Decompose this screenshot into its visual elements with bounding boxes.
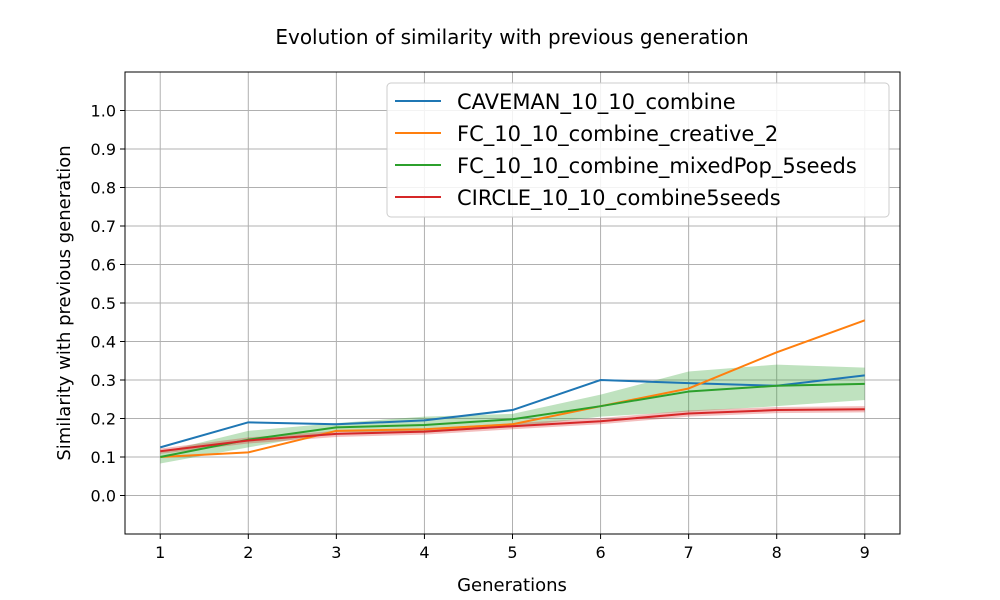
legend-label: CIRCLE_10_10_combine5seeds — [457, 186, 781, 211]
series-line — [159, 374, 865, 449]
y-tick-label: 0.3 — [91, 371, 116, 390]
legend: CAVEMAN_10_10_combine FC_10_10_combine_cr… — [386, 82, 890, 218]
x-tick-label: 9 — [860, 543, 870, 562]
y-tick-label: 0.2 — [91, 410, 116, 429]
x-tick-label: 2 — [243, 543, 253, 562]
y-tick-label: 0.9 — [91, 140, 116, 159]
y-axis: 0.0 0.1 0.2 0.3 0.4 0.5 0.6 0.7 0.8 0.9 1.0 — [91, 102, 125, 506]
x-tick-label: 3 — [331, 543, 341, 562]
x-axis: 1 2 3 4 5 6 7 8 9 — [155, 534, 870, 562]
y-tick-label: 0.8 — [91, 179, 116, 198]
y-tick-label: 0.1 — [91, 448, 116, 467]
series-line — [160, 408, 865, 453]
y-tick-label: 0.4 — [91, 333, 116, 352]
legend-label: CAVEMAN_10_10_combine — [457, 90, 736, 115]
x-tick-label: 5 — [507, 543, 517, 562]
y-tick-label: 0.0 — [91, 487, 116, 506]
chart-title: Evolution of similarity with previous ge… — [275, 25, 748, 49]
series-lines — [159, 319, 866, 458]
x-tick-label: 6 — [595, 543, 605, 562]
y-tick-label: 0.7 — [91, 217, 116, 236]
x-tick-label: 1 — [155, 543, 165, 562]
x-tick-label: 4 — [419, 543, 429, 562]
y-axis-label: Similarity with previous generation — [54, 145, 75, 460]
series-band — [160, 406, 865, 454]
legend-label: FC_10_10_combine_mixedPop_5seeds — [457, 154, 857, 179]
y-tick-label: 0.6 — [91, 256, 116, 275]
series-line — [160, 382, 865, 458]
y-tick-label: 0.5 — [91, 294, 116, 313]
y-tick-label: 1.0 — [91, 102, 116, 121]
legend-label: FC_10_10_combine_creative_2 — [457, 122, 778, 147]
legend-box — [386, 82, 890, 218]
series-line — [160, 319, 866, 458]
x-axis-label: Generations — [457, 575, 567, 596]
x-tick-label: 8 — [772, 543, 782, 562]
x-tick-label: 7 — [684, 543, 694, 562]
